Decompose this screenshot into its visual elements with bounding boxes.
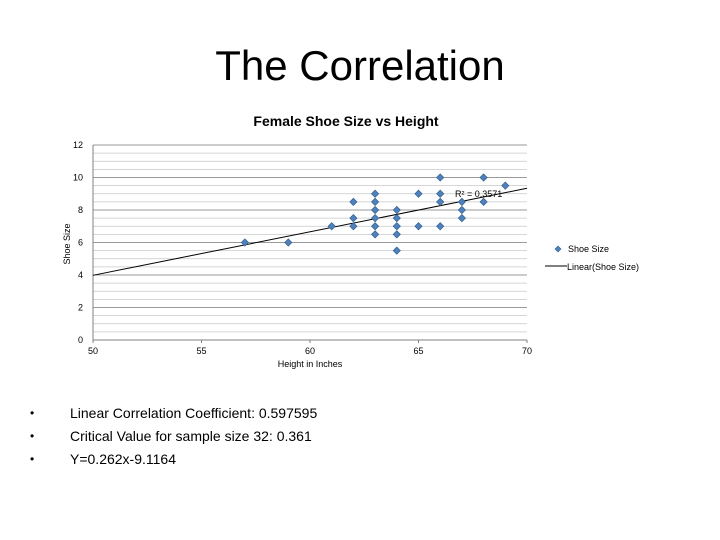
bullet-item: • Linear Correlation Coefficient: 0.59759… xyxy=(30,402,317,425)
y-tick-label: 10 xyxy=(73,173,83,183)
data-point xyxy=(349,222,358,231)
data-point xyxy=(349,214,358,223)
data-point xyxy=(349,197,358,206)
data-point xyxy=(414,222,423,231)
data-point xyxy=(371,214,380,223)
x-tick-label: 65 xyxy=(413,346,423,356)
y-tick-label: 4 xyxy=(78,270,83,280)
x-axis-label: Height in Inches xyxy=(278,359,343,369)
data-point xyxy=(436,173,445,182)
r-squared-label: R² = 0.3571 xyxy=(455,189,502,199)
data-point xyxy=(436,197,445,206)
bullet-dot: • xyxy=(30,429,35,443)
data-point xyxy=(371,197,380,206)
data-point xyxy=(392,214,401,223)
data-point xyxy=(457,205,466,215)
bullet-text: Y=0.262x-9.1164 xyxy=(70,451,176,467)
trendline xyxy=(92,187,528,276)
data-point xyxy=(479,173,488,182)
chart-legend: Shoe Size Linear(Shoe Size) xyxy=(545,244,639,272)
data-point xyxy=(327,222,336,231)
legend-label-trendline: Linear(Shoe Size) xyxy=(567,262,639,272)
y-tick-label: 8 xyxy=(78,205,83,215)
bullet-item: • Critical Value for sample size 32: 0.36… xyxy=(30,425,317,448)
y-tick-label: 6 xyxy=(78,238,83,248)
data-point xyxy=(457,197,466,206)
bullet-dot: • xyxy=(30,452,35,466)
x-tick-label: 50 xyxy=(88,346,98,356)
data-point xyxy=(371,205,380,215)
scatter-chart: Female Shoe Size vs Height 0 2 4 6 8 10 12 50 55… xyxy=(62,113,639,369)
data-point xyxy=(392,246,401,255)
data-point xyxy=(392,205,401,215)
y-tick-label: 2 xyxy=(78,303,83,313)
bullet-dot: • xyxy=(30,406,35,420)
data-point xyxy=(371,222,380,231)
chart-gridlines xyxy=(93,144,527,341)
bullet-list: • Linear Correlation Coefficient: 0.59759… xyxy=(30,402,317,471)
y-tick-label: 12 xyxy=(73,140,83,150)
data-point xyxy=(371,230,380,239)
y-tick-label: 0 xyxy=(78,335,83,345)
data-point xyxy=(479,197,488,206)
data-point xyxy=(392,230,401,239)
data-point xyxy=(501,181,510,190)
data-point xyxy=(371,189,380,198)
bullet-text: Critical Value for sample size 32: 0.361 xyxy=(70,428,312,444)
bullet-item: • Y=0.262x-9.1164 xyxy=(30,448,317,471)
data-point xyxy=(284,238,293,247)
legend-label-shoe-size: Shoe Size xyxy=(568,244,609,254)
legend-marker-shoe-size xyxy=(554,245,562,253)
data-point xyxy=(436,222,445,231)
x-tick-label: 55 xyxy=(196,346,206,356)
data-point xyxy=(457,214,466,223)
slide-title: The Correlation xyxy=(215,42,505,89)
chart-points xyxy=(240,173,510,255)
y-axis-label: Shoe Size xyxy=(62,223,72,264)
data-point xyxy=(392,222,401,231)
chart-tick-labels: 0 2 4 6 8 10 12 50 55 60 65 70 xyxy=(73,140,532,356)
x-tick-label: 70 xyxy=(522,346,532,356)
bullet-text: Linear Correlation Coefficient: 0.597595 xyxy=(70,405,318,421)
data-point xyxy=(414,189,423,198)
chart-trendline xyxy=(92,187,528,276)
chart-title: Female Shoe Size vs Height xyxy=(253,113,439,129)
data-point xyxy=(436,189,445,198)
data-point xyxy=(240,238,249,247)
x-tick-label: 60 xyxy=(305,346,315,356)
